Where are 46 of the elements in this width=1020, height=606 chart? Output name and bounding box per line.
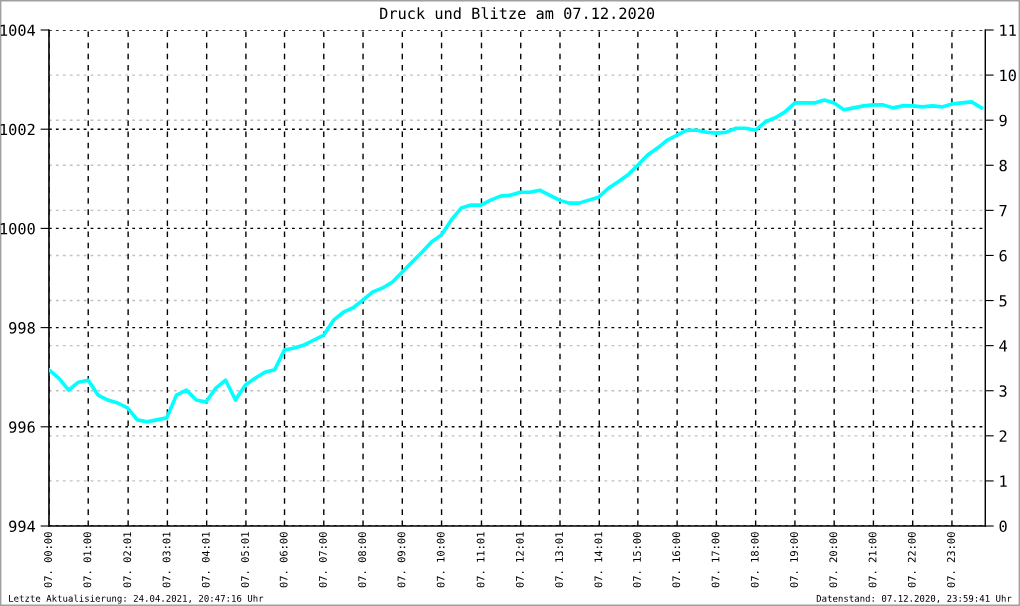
x-tick-label: 07. 05:01	[241, 532, 249, 588]
y-tick-label: 1002	[0, 123, 35, 136]
y2-tick-label: 3	[999, 385, 1007, 397]
y2-tick-label: 8	[999, 159, 1007, 172]
y-tick-label: 994	[9, 520, 36, 533]
x-tick-label: 07. 17:00	[711, 532, 720, 588]
x-tick-label: 07. 12:01	[515, 532, 524, 588]
y-tick-label: 1004	[0, 24, 36, 37]
y2-tick-label: 9	[999, 114, 1007, 127]
x-tick-label: 07. 13:01	[555, 532, 564, 588]
y2-tick-label: 11	[1000, 24, 1016, 36]
y-tick-label: 996	[9, 421, 35, 433]
x-tick-label: 07. 04:01	[201, 532, 210, 588]
x-tick-label: 07. 01:00	[83, 532, 92, 588]
y2-tick-label: 1	[1000, 475, 1007, 487]
y2-tick-label: 0	[999, 520, 1007, 533]
y2-tick-label: 7	[999, 205, 1007, 217]
y2-tick-label: 5	[999, 295, 1007, 307]
x-tick-label: 07. 06:00	[279, 532, 288, 588]
x-tick-label: 07. 16:00	[672, 532, 681, 588]
y-tick-label: 1000	[0, 222, 35, 235]
x-tick-label: 07. 10:00	[436, 532, 445, 588]
x-tick-label: 07. 20:00	[829, 532, 838, 588]
x-tick-label: 07. 15:00	[633, 532, 641, 588]
x-tick-label: 07. 11:01	[476, 532, 485, 588]
x-tick-label: 07. 21:00	[868, 532, 877, 588]
x-tick-label: 07. 22:00	[907, 532, 916, 588]
x-tick-label: 07. 08:00	[358, 532, 367, 588]
x-tick-label: 07. 18:00	[750, 532, 759, 588]
y2-tick-label: 6	[999, 249, 1007, 262]
text: Letzte Aktualisierung: 24.04.2021, 20:47:16 Uhr	[9, 594, 264, 604]
x-tick-label: 07. 09:00	[397, 532, 406, 588]
line-series	[48, 98, 984, 424]
y2-tick-label: 4	[999, 340, 1007, 352]
x-tick-label: 07. 03:01	[162, 532, 171, 588]
x-tick-label: 07. 23:00	[947, 532, 955, 588]
y2-tick-label: 10	[1000, 69, 1016, 82]
x-tick-label: 07. 07:00	[318, 532, 327, 588]
x-tick-label: 07. 14:01	[594, 532, 603, 588]
y-tick-label: 998	[9, 322, 35, 334]
x-tick-label: 07. 19:00	[790, 532, 798, 588]
x-tick-label: 07. 00:00	[44, 532, 53, 588]
chart-title: Druck und Blitze am 07.12.2020	[380, 7, 655, 20]
x-tick-label: 07. 02:01	[123, 532, 132, 588]
text: Datenstand: 07.12.2020, 23:59:41 Uhr	[816, 594, 1012, 603]
y2-tick-label: 2	[999, 430, 1007, 442]
